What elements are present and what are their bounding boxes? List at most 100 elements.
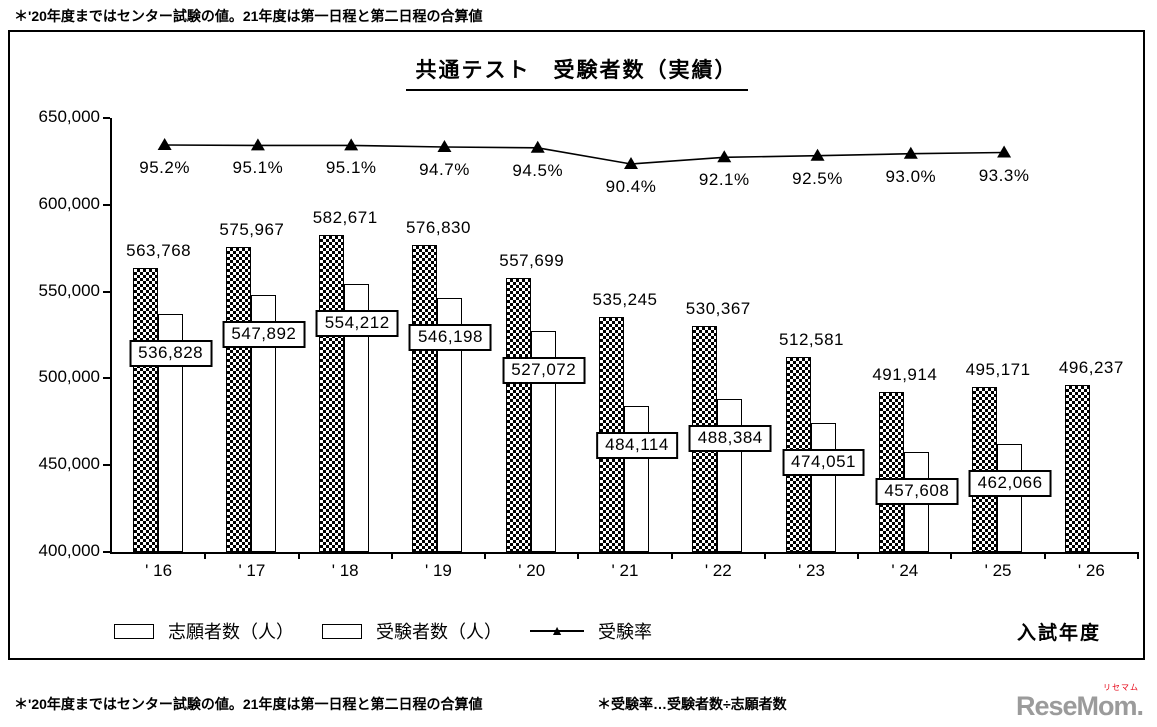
rate-marker-triangle-icon [717,150,732,163]
y-axis-tick [103,377,110,380]
x-axis-tick [484,552,487,559]
y-axis-tick-label: 450,000 [38,454,100,474]
chart-title: 共通テスト 受験者数（実績） [405,54,748,91]
rate-legend-label: 受験率 [598,622,652,642]
x-axis-category-label: ' 20 [518,561,546,580]
rate-polyline [164,144,1005,165]
applicants-legend-label: 志願者数（人） [168,622,294,642]
examinee-value-box: 546,198 [408,324,492,352]
rate-marker-triangle-icon [624,157,638,170]
examinee-bar [997,444,1023,552]
rate-value-label: 95.1% [232,158,284,178]
rate-value-label: 95.2% [139,158,190,177]
bottom-note-left: ＊'20年度まではセンター試験の値。21年度は第一日程と第二日程の合算値 [14,696,483,712]
legend: 志願者数（人） 受験者数（人） ▲ 受験率 [114,618,666,644]
y-axis-tick-label: 650,000 [38,107,100,126]
x-axis-category-label: ' 19 [425,561,452,580]
applicant-bar [878,392,904,552]
y-axis-tick-label: 500,000 [38,367,100,387]
rate-marker-triangle-icon [810,148,825,161]
rate-legend-triangle-icon: ▲ [550,622,564,638]
applicant-value-label: 530,367 [685,298,751,318]
examinee-value-box: 484,114 [596,431,678,459]
y-axis-tick-label: 400,000 [38,541,100,560]
examinee-bar [717,398,743,552]
applicant-value-label: 495,171 [965,359,1031,379]
applicant-value-label: 491,914 [872,365,938,385]
applicant-bar [972,386,998,552]
chart-title-wrap: 共通テスト 受験者数（実績） [10,54,1143,91]
x-axis-category-label: ' 16 [145,561,173,580]
rate-value-label: 93.0% [885,166,937,186]
top-note: ＊'20年度まではセンター試験の値。21年度は第一日程と第二日程の合算値 [14,8,483,24]
rate-marker-triangle-icon [997,145,1012,158]
y-axis-tick [103,551,110,553]
x-axis-category-label: ' 24 [891,561,919,580]
x-axis-tick [763,552,766,559]
applicant-value-label: 557,699 [499,251,565,271]
y-axis-tick [103,464,110,467]
x-axis-category-label: ' 25 [984,561,1012,580]
examinee-value-box: 554,212 [315,310,399,338]
applicant-value-label: 576,830 [405,218,471,238]
examinee-value-box: 457,608 [875,477,959,505]
y-axis-tick [103,117,110,119]
applicants-legend-swatch [114,623,154,639]
rate-value-label: 94.7% [419,159,470,179]
examinees-legend-swatch [322,623,362,639]
y-axis-tick [103,203,110,206]
x-axis-tick [1043,552,1046,559]
applicant-value-label: 575,967 [219,219,285,239]
applicant-bar [319,234,345,552]
resemom-logo: リセマム ReseMom. [1015,684,1144,721]
x-axis-tick [297,552,300,559]
x-axis-tick [577,552,580,559]
applicant-value-label: 582,671 [312,207,378,227]
y-axis-tick-label: 600,000 [38,193,100,213]
x-axis-category-label: ' 22 [704,561,732,580]
bottom-note-right: ＊受験率…受験者数÷志願者数 [597,696,787,712]
examinee-value-box: 474,051 [782,449,866,477]
applicant-value-label: 496,237 [1058,357,1124,377]
x-axis-title: 入試年度 [1016,623,1101,644]
examinee-value-box: 488,384 [688,424,772,452]
applicant-bar [225,246,251,552]
x-axis-category-label: ' 18 [331,561,359,580]
rate-value-label: 94.5% [512,160,564,180]
x-axis-tick [390,552,393,559]
x-axis-tick [204,552,207,559]
examinee-value-box: 536,828 [129,340,213,368]
y-axis-tick [103,290,110,293]
applicant-value-label: 563,768 [126,240,192,260]
rate-marker-triangle-icon [157,138,172,150]
applicant-bar [412,245,438,552]
x-axis-category-label: ' 21 [611,561,639,580]
applicant-value-label: 535,245 [592,290,658,310]
rate-value-label: 95.1% [325,158,377,178]
rate-marker-triangle-icon [903,146,918,159]
rate-legend-line [530,630,584,632]
rate-marker-triangle-icon [344,138,359,151]
logo-text: ReseMom. [1015,691,1144,721]
x-axis-category-label: ' 23 [798,561,825,580]
applicant-bar [505,278,531,552]
rate-value-label: 92.1% [698,170,750,190]
rate-marker-triangle-icon [530,140,545,153]
examinee-bar [624,405,649,552]
y-axis-tick-label: 550,000 [38,280,100,300]
examinee-value-box: 527,072 [502,357,586,385]
x-axis-category-label: ' 26 [1077,561,1105,580]
examinees-legend-label: 受験者数（人） [376,622,502,642]
x-axis-tick [857,552,860,559]
rate-marker-triangle-icon [250,138,265,151]
plot-area: ' 16 563,768 536,828 ' 17 575,967 547,892 ' 18… [110,118,1139,580]
examinee-value-box: 462,066 [968,470,1052,498]
x-axis-category-label: ' 17 [238,561,266,580]
rate-value-label: 92.5% [792,168,843,188]
rate-value-label: 93.3% [978,165,1030,185]
examinee-value-box: 547,892 [222,321,306,349]
rate-marker-triangle-icon [437,139,452,152]
applicant-value-label: 512,581 [779,329,845,349]
rate-legend-swatch: ▲ [530,622,584,640]
